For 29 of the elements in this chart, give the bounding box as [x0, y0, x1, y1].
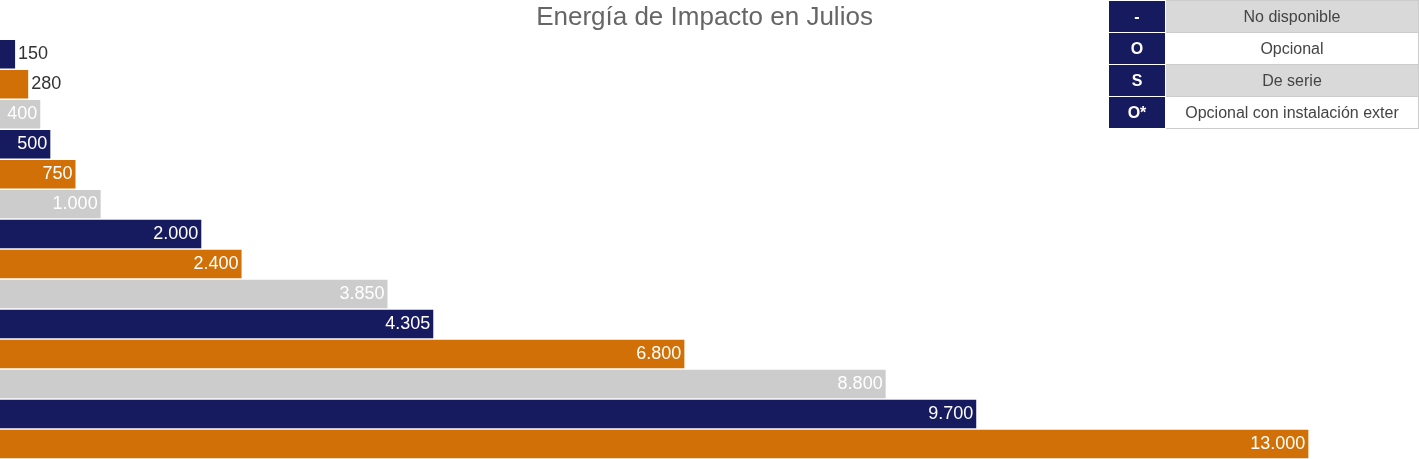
bar — [0, 309, 434, 339]
bar — [0, 219, 202, 249]
bar — [0, 399, 977, 429]
chart-title: Energía de Impacto en Julios — [536, 0, 873, 31]
annotation: O — [1108, 32, 1166, 65]
data-label: 500 — [17, 133, 48, 154]
bar — [0, 369, 886, 399]
text: - — [1134, 7, 1140, 25]
annotation: Opcional — [1165, 32, 1419, 65]
data-label: 13.000 — [1250, 432, 1306, 453]
bar — [0, 279, 388, 309]
data-label: 9.700 — [928, 402, 974, 423]
bar — [0, 39, 16, 69]
data-label: 4.305 — [385, 313, 431, 334]
bar — [0, 69, 29, 99]
annotation: Opcional con instalación exter — [1165, 96, 1419, 129]
bar — [0, 429, 1309, 459]
data-label: 6.800 — [636, 343, 682, 364]
text: No disponible — [1243, 7, 1341, 25]
data-label: 2.400 — [193, 253, 239, 274]
annotation: S — [1108, 64, 1166, 97]
bar — [0, 339, 685, 369]
data-label: 280 — [31, 73, 62, 94]
bar — [0, 249, 242, 279]
annotation: De serie — [1165, 64, 1419, 97]
annotation: O* — [1108, 96, 1166, 129]
data-label: 150 — [18, 43, 49, 64]
data-label: 750 — [42, 163, 73, 184]
data-label: 2.000 — [153, 223, 199, 244]
